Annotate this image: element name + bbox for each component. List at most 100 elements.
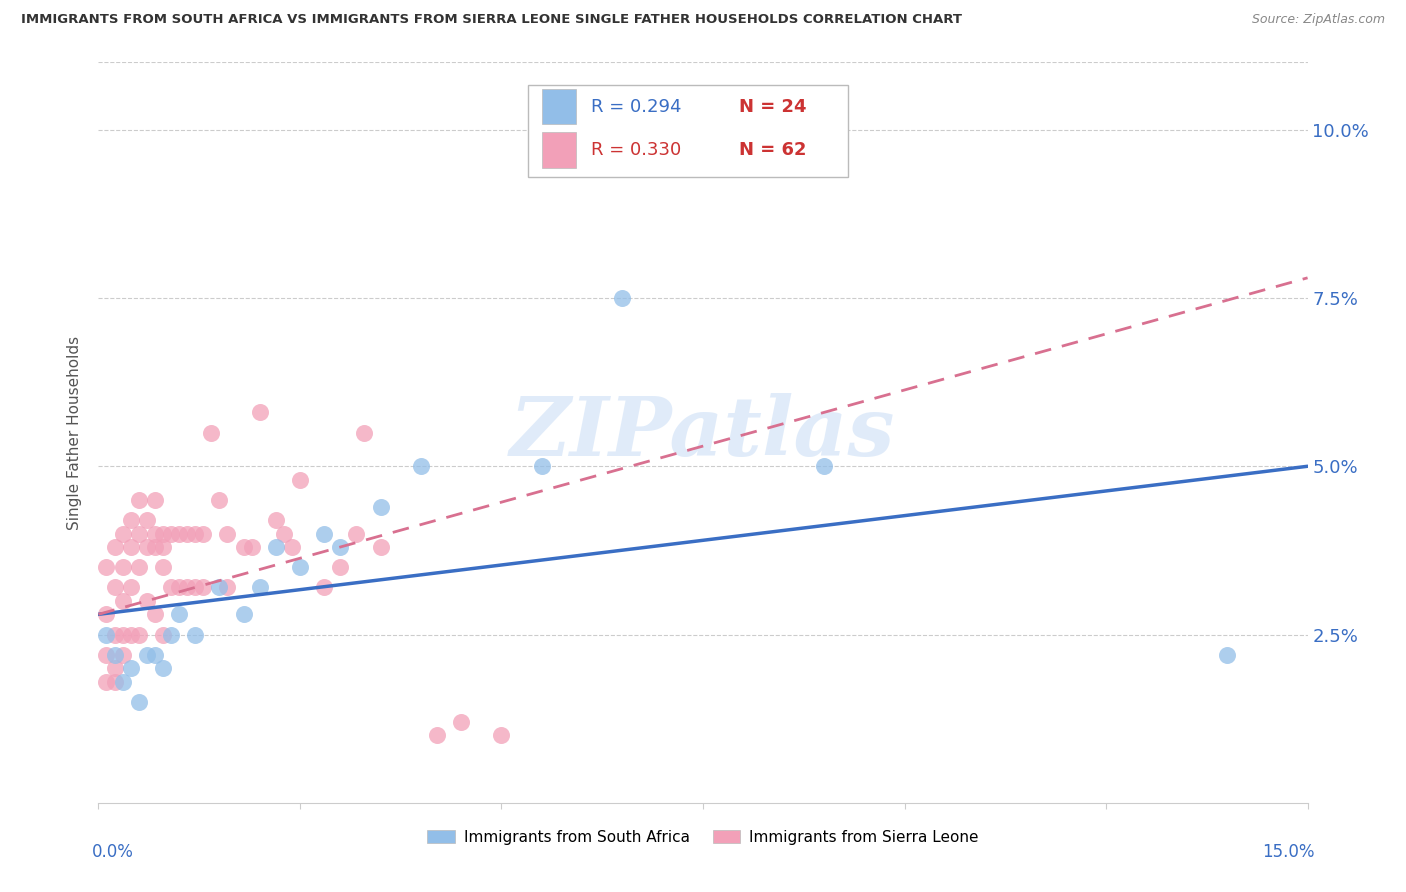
Point (103, 540, 125, 554)
Point (217, 581, 239, 595)
Point (208, 581, 231, 595)
Point (232, 540, 254, 554)
Point (103, 661, 125, 675)
Point (200, 425, 222, 440)
Point (184, 627, 207, 641)
Point (143, 526, 166, 541)
Point (530, 459, 553, 474)
Text: N = 62: N = 62 (740, 141, 807, 159)
Point (264, 513, 287, 527)
Point (281, 540, 304, 554)
Point (152, 560, 174, 574)
Point (103, 627, 125, 641)
Point (143, 540, 166, 554)
Legend: Immigrants from South Africa, Immigrants from Sierra Leone: Immigrants from South Africa, Immigrants… (420, 823, 986, 851)
Point (217, 526, 239, 541)
Point (111, 648, 134, 662)
Bar (543, 132, 576, 168)
Point (128, 560, 150, 574)
Point (128, 695, 150, 709)
Point (135, 540, 157, 554)
Point (249, 581, 271, 595)
Point (103, 581, 125, 595)
Text: 0.0%: 0.0% (91, 843, 134, 861)
Point (176, 526, 198, 541)
Point (120, 661, 142, 675)
Point (96, 560, 118, 574)
Point (426, 729, 449, 743)
Point (143, 648, 166, 662)
Point (232, 607, 254, 622)
Point (273, 526, 295, 541)
Point (208, 492, 231, 507)
Point (167, 581, 190, 595)
Point (184, 526, 207, 541)
Point (143, 492, 166, 507)
Text: Source: ZipAtlas.com: Source: ZipAtlas.com (1251, 13, 1385, 27)
Point (96, 607, 118, 622)
Point (370, 500, 392, 514)
Point (160, 526, 183, 541)
Point (353, 425, 375, 440)
Text: R = 0.330: R = 0.330 (591, 141, 681, 159)
Point (143, 607, 166, 622)
Point (160, 627, 183, 641)
Point (491, 729, 513, 743)
Point (612, 291, 634, 305)
Bar (543, 89, 576, 125)
Point (96, 674, 118, 689)
Point (193, 526, 215, 541)
Point (111, 560, 134, 574)
Point (96, 627, 118, 641)
Point (264, 540, 287, 554)
Y-axis label: Single Father Households: Single Father Households (67, 335, 83, 530)
Point (152, 540, 174, 554)
Point (120, 513, 142, 527)
Point (120, 581, 142, 595)
Point (152, 627, 174, 641)
Point (288, 560, 311, 574)
Point (314, 581, 336, 595)
Text: R = 0.294: R = 0.294 (591, 98, 681, 116)
Point (152, 526, 174, 541)
Point (111, 627, 134, 641)
Point (103, 648, 125, 662)
Point (329, 540, 352, 554)
Point (167, 607, 190, 622)
Point (135, 513, 157, 527)
Point (128, 492, 150, 507)
Point (111, 526, 134, 541)
Point (450, 714, 472, 729)
Point (370, 540, 392, 554)
Text: N = 24: N = 24 (740, 98, 807, 116)
Point (96, 648, 118, 662)
Point (193, 581, 215, 595)
Point (152, 661, 174, 675)
Point (111, 594, 134, 608)
Point (184, 581, 207, 595)
Point (128, 627, 150, 641)
Point (314, 526, 336, 541)
Text: ZIPatlas: ZIPatlas (510, 392, 896, 473)
Text: IMMIGRANTS FROM SOUTH AFRICA VS IMMIGRANTS FROM SIERRA LEONE SINGLE FATHER HOUSE: IMMIGRANTS FROM SOUTH AFRICA VS IMMIGRAN… (21, 13, 962, 27)
Point (176, 581, 198, 595)
Point (409, 459, 432, 474)
Point (167, 526, 190, 541)
Point (813, 459, 835, 474)
Point (240, 540, 263, 554)
Text: 15.0%: 15.0% (1263, 843, 1315, 861)
Point (120, 627, 142, 641)
Point (344, 526, 367, 541)
Point (288, 473, 311, 487)
Point (128, 526, 150, 541)
Point (329, 560, 352, 574)
Point (160, 581, 183, 595)
Point (135, 594, 157, 608)
Point (135, 648, 157, 662)
Point (103, 674, 125, 689)
Point (120, 540, 142, 554)
Point (111, 674, 134, 689)
Point (249, 405, 271, 419)
Point (1216, 648, 1239, 662)
FancyBboxPatch shape (527, 85, 848, 178)
